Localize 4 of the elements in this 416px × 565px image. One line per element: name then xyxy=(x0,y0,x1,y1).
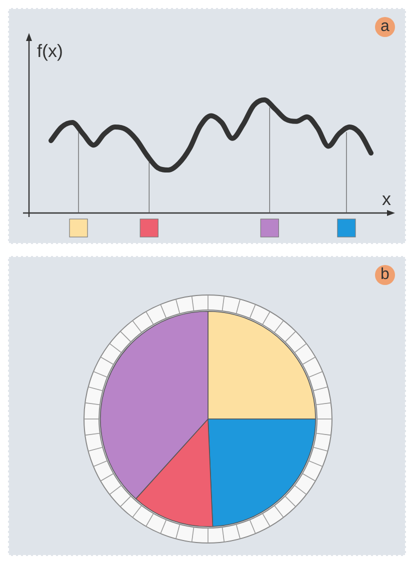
text: b xyxy=(375,265,395,285)
text: a xyxy=(375,17,395,37)
x-axis-title: x xyxy=(382,189,391,209)
y-axis-title: f(x) xyxy=(37,41,63,61)
